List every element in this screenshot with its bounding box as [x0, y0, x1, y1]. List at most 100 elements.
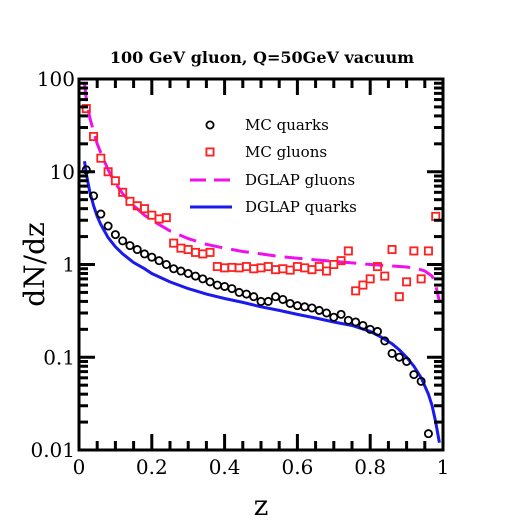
mc-quarks-point	[81, 165, 91, 175]
mc-quarks-point	[402, 356, 412, 366]
mc-quarks-point	[103, 221, 113, 231]
y-tick-label: 100	[37, 67, 75, 91]
mc-quarks-point	[372, 326, 382, 336]
mc-gluons-point	[372, 262, 382, 272]
mc-gluons-point	[147, 210, 157, 220]
mc-gluons-point	[285, 265, 295, 275]
mc-quarks-point	[380, 336, 390, 346]
mc-quarks-point	[241, 289, 251, 299]
mc-quarks-point	[300, 302, 310, 312]
mc-gluons-point	[212, 262, 222, 272]
mc-quarks-point	[423, 429, 433, 439]
mc-gluons-point	[416, 274, 426, 284]
mc-gluons-point	[110, 176, 120, 186]
mc-gluons-point	[409, 246, 419, 256]
mc-quarks-point	[263, 296, 273, 306]
mc-gluons-point	[307, 265, 317, 275]
mc-quarks-point	[154, 256, 164, 266]
mc-quarks-point	[278, 294, 288, 304]
mc-gluons-point	[365, 274, 375, 284]
legend-mc-quarks-marker	[205, 120, 215, 130]
mc-quarks-point	[169, 264, 179, 274]
mc-quarks-point	[234, 287, 244, 297]
mc-quarks-point	[387, 348, 397, 358]
mc-quarks-point	[110, 230, 120, 240]
mc-gluons-point	[205, 247, 215, 257]
mc-gluons-point	[89, 131, 99, 141]
legend-mc-quarks-label: MC quarks	[245, 116, 329, 134]
mc-gluons-point	[96, 153, 106, 163]
mc-quarks-point	[198, 274, 208, 284]
x-tick-label: 0	[73, 455, 86, 479]
mc-quarks-point	[394, 352, 404, 362]
x-axis: 0 0.2 0.4 0.6 0.8 1	[73, 79, 450, 479]
mc-quarks-point	[183, 268, 193, 278]
legend-mc-gluons-marker	[205, 147, 215, 157]
y-axis: 0.01 0.1 1 10 100	[30, 67, 443, 462]
x-tick-label: 0.6	[281, 455, 313, 479]
mc-gluons-point	[380, 271, 390, 281]
mc-quarks-point	[227, 284, 237, 294]
mc-quarks-point	[314, 305, 324, 315]
mc-gluons-point	[234, 263, 244, 273]
mc-gluons-point	[343, 246, 353, 256]
mc-gluons-point	[161, 213, 171, 223]
y-tick-label: 10	[50, 160, 75, 184]
mc-quarks-point	[256, 296, 266, 306]
mc-quarks-point	[336, 309, 346, 319]
mc-quarks-point	[271, 292, 281, 302]
mc-quarks-point	[285, 298, 295, 308]
mc-quarks-point	[118, 236, 128, 246]
x-tick-label: 0.4	[209, 455, 241, 479]
mc-gluons-point	[358, 280, 368, 290]
mc-gluons-point	[314, 262, 324, 272]
mc-quarks-point	[358, 320, 368, 330]
y-tick-label: 0.01	[30, 438, 75, 462]
mc-quarks-point	[125, 241, 135, 251]
mc-quarks-point	[161, 259, 171, 269]
mc-gluons-point	[278, 264, 288, 274]
mc-gluons-point	[81, 104, 91, 114]
mc-gluons-point	[198, 249, 208, 259]
mc-quarks-point	[343, 315, 353, 325]
mc-gluons-point	[176, 243, 186, 253]
y-tick-label: 0.1	[43, 345, 75, 369]
mc-quarks-point	[322, 308, 332, 318]
mc-gluons-point	[271, 265, 281, 275]
dglap-gluons-line	[83, 83, 441, 302]
mc-quarks-point	[409, 370, 419, 380]
mc-gluons-point	[103, 167, 113, 177]
mc-gluons-point	[169, 238, 179, 248]
mc-gluons-point	[227, 262, 237, 272]
mc-quarks-point	[147, 252, 157, 262]
mc-gluons-point	[183, 245, 193, 255]
x-tick-label: 0.8	[354, 455, 386, 479]
mc-gluons-point	[402, 277, 412, 287]
plot-series	[81, 83, 441, 443]
mc-gluons-point	[300, 263, 310, 273]
x-axis-title: z	[254, 489, 269, 522]
mc-quarks-point	[96, 209, 106, 219]
mc-gluons-point	[249, 264, 259, 274]
mc-quarks-point	[307, 303, 317, 313]
mc-gluons-point	[423, 246, 433, 256]
mc-gluons-point	[336, 256, 346, 266]
mc-gluons-point	[263, 262, 273, 272]
mc-quarks-point	[220, 281, 230, 291]
x-tick-label: 1	[437, 455, 450, 479]
y-axis-title: dN/dz	[18, 222, 51, 307]
mc-quarks-point	[249, 292, 259, 302]
mc-quarks-point	[132, 245, 142, 255]
mc-gluons-point	[140, 204, 150, 214]
legend-dglap-quarks-label: DGLAP quarks	[245, 198, 357, 216]
mc-gluons-point	[322, 266, 332, 276]
mc-gluons-point	[220, 263, 230, 273]
legend-mc-gluons-label: MC gluons	[245, 143, 327, 161]
mc-gluons-point	[292, 262, 302, 272]
x-tick-label: 0.2	[136, 455, 168, 479]
chart-title: 100 GeV gluon, Q=50GeV vacuum	[110, 48, 414, 67]
mc-gluons-point	[329, 259, 339, 269]
mc-quarks-point	[205, 277, 215, 287]
mc-gluons-point	[256, 263, 266, 273]
